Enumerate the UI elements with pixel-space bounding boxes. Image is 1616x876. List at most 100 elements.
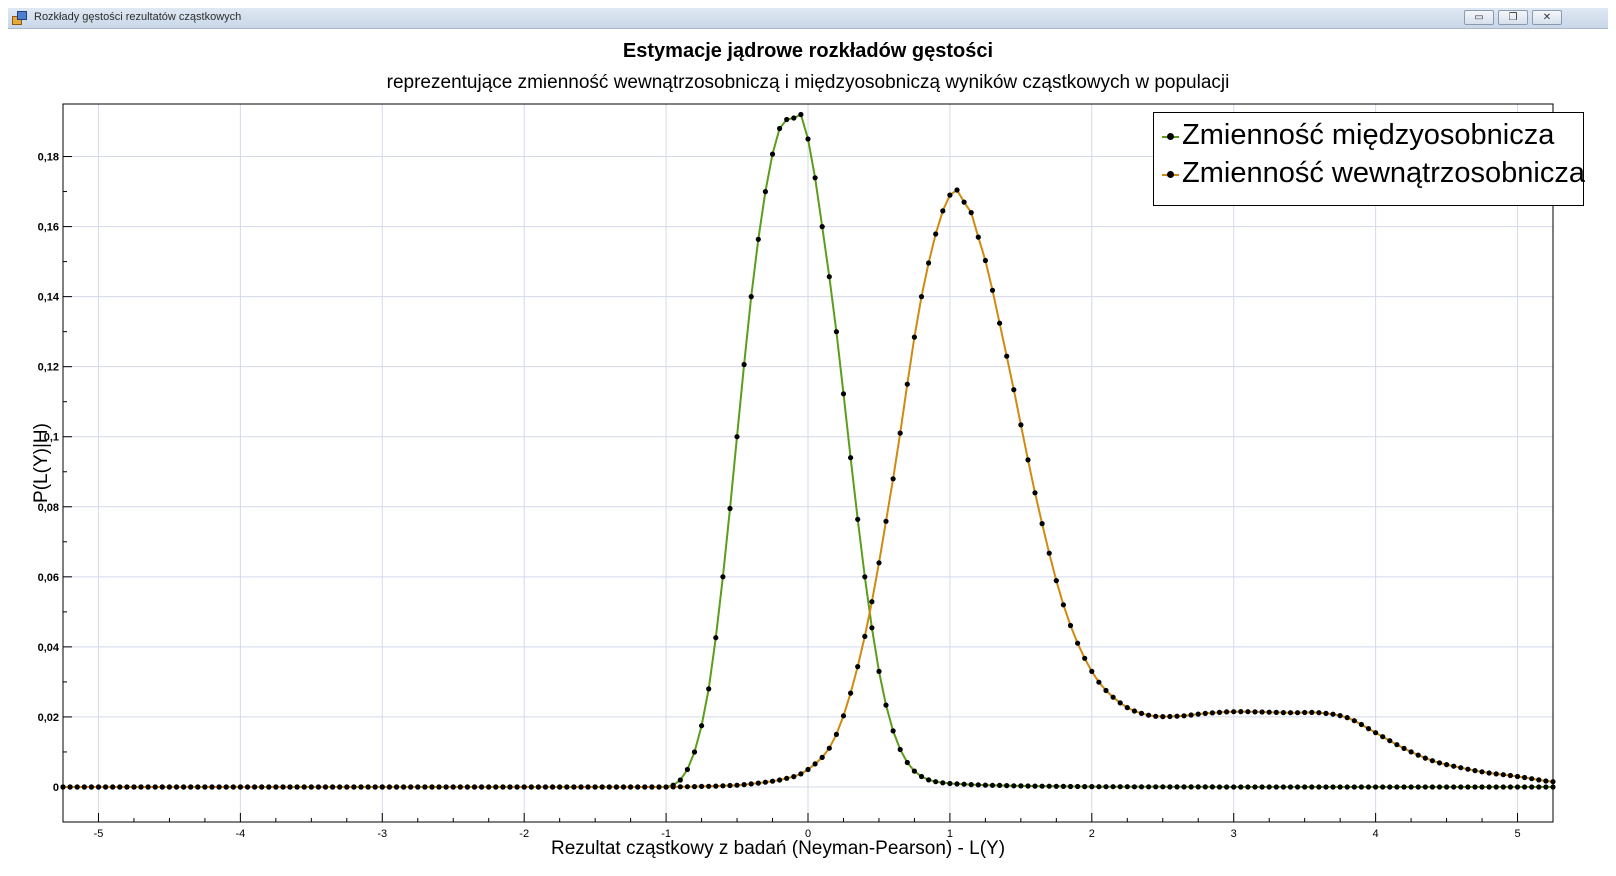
series-within-point	[1458, 765, 1464, 771]
series-within-point	[287, 784, 293, 790]
series-between-point	[777, 125, 783, 132]
x-tick-label: 4	[1373, 828, 1379, 840]
series-between-point	[1408, 784, 1414, 790]
series-within-point	[713, 783, 719, 789]
series-within-point	[748, 781, 754, 787]
series-within-point	[181, 784, 187, 790]
series-within-point	[670, 784, 676, 790]
series-between-point	[748, 294, 754, 300]
series-between-point	[1287, 784, 1294, 790]
series-within-point	[1110, 694, 1116, 700]
series-within-point	[606, 784, 612, 790]
series-between-point	[1415, 784, 1421, 790]
series-between-point	[982, 782, 989, 788]
series-within-point	[933, 231, 939, 237]
series-within-point	[1195, 711, 1201, 717]
series-between-point	[1465, 784, 1471, 790]
series-between-point	[1507, 784, 1513, 790]
series-between-point	[1252, 784, 1258, 790]
y-tick-label: 0,16	[38, 222, 59, 234]
series-within-point	[1018, 422, 1024, 428]
series-between-point	[1124, 784, 1130, 790]
series-between-point	[947, 780, 953, 787]
legend-label-between: Zmienność międzyosobnicza	[1182, 119, 1555, 151]
series-between-point	[1138, 784, 1145, 790]
series-within-point	[188, 784, 194, 790]
series-between-point	[1358, 784, 1364, 790]
series-between-point	[1146, 784, 1152, 790]
series-between-point	[1295, 784, 1301, 790]
series-within-point	[223, 784, 229, 790]
y-tick-label: 0,18	[38, 152, 59, 164]
series-within-point	[755, 780, 761, 786]
series-within-point	[982, 257, 989, 264]
minimize-button[interactable]: ▭	[1464, 10, 1494, 25]
series-within-point	[1131, 708, 1137, 714]
restore-button[interactable]: ❐	[1498, 10, 1528, 25]
series-between-point	[1011, 783, 1017, 789]
series-within-point	[855, 664, 861, 670]
series-between-point	[1209, 784, 1215, 790]
series-between-point	[840, 391, 847, 397]
series-within-point	[826, 745, 832, 751]
series-between-point	[1181, 784, 1187, 790]
series-between-point	[741, 361, 747, 368]
series-between-point	[1032, 783, 1038, 789]
series-within-point	[95, 784, 102, 790]
series-between-point	[1096, 784, 1102, 790]
series-within-point	[1451, 763, 1457, 769]
series-within-point	[1209, 710, 1215, 716]
series-between-point	[1302, 784, 1308, 790]
series-between-point	[1195, 784, 1201, 790]
y-tick-label: 0,14	[38, 292, 60, 304]
series-within-point	[897, 430, 903, 436]
series-within-point	[1295, 710, 1301, 716]
chart-title: Estymacje jądrowe rozkładów gęstości	[622, 40, 994, 62]
series-within-point	[571, 784, 577, 790]
series-within-point	[528, 784, 534, 790]
legend: Zmienność międzyosobnicza Zmienność wewn…	[1153, 112, 1585, 206]
series-within-point	[1429, 758, 1435, 764]
close-button[interactable]: ✕	[1532, 10, 1562, 25]
series-within-point	[805, 766, 811, 773]
x-tick-label: -5	[94, 828, 104, 840]
series-between-point	[1004, 783, 1010, 789]
series-within-point	[890, 476, 896, 482]
series-within-point	[415, 784, 421, 790]
series-between-point	[1458, 784, 1464, 790]
series-within-point	[883, 518, 889, 524]
series-between-point	[1117, 784, 1123, 790]
series-within-point	[401, 784, 407, 790]
series-between-point	[1309, 784, 1315, 790]
series-within-point	[798, 771, 804, 777]
series-within-point	[769, 778, 776, 784]
series-within-point	[173, 784, 180, 790]
series-within-point	[734, 782, 740, 788]
series-between-point	[1266, 784, 1272, 790]
series-within-point	[344, 784, 350, 790]
series-within-point	[578, 784, 584, 790]
series-within-point	[1004, 353, 1010, 359]
series-within-point	[1089, 668, 1095, 675]
legend-label-within: Zmienność wewnątrzosobnicza	[1182, 157, 1585, 189]
chart-subtitle: reprezentujące zmienność wewnątrzosobnic…	[386, 72, 1230, 93]
series-within-point	[1266, 709, 1272, 715]
series-between-point	[1479, 784, 1485, 790]
series-within-point	[1238, 709, 1244, 715]
series-within-point	[131, 784, 137, 790]
series-within-point	[1373, 730, 1379, 736]
series-within-point	[266, 784, 272, 790]
x-tick-label: 0	[805, 828, 811, 840]
series-within-point	[252, 784, 258, 790]
series-within-point	[479, 784, 485, 790]
series-between-point	[1018, 783, 1024, 789]
y-tick-label: 0,12	[38, 362, 59, 374]
series-within-point	[372, 784, 378, 790]
series-within-point	[1358, 721, 1364, 728]
series-within-point	[741, 782, 747, 788]
x-tick-label: -2	[519, 828, 529, 840]
series-within-point	[706, 783, 712, 789]
series-between-point	[1202, 784, 1208, 790]
series-between-point	[1316, 784, 1322, 790]
